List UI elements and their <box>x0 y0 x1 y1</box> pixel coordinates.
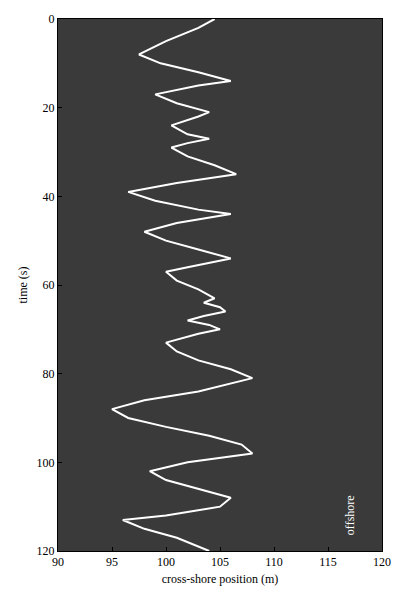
svg-text:100: 100 <box>37 456 55 470</box>
svg-text:cross-shore position (m): cross-shore position (m) <box>162 572 279 586</box>
svg-text:0: 0 <box>49 12 55 26</box>
svg-text:120: 120 <box>37 544 55 558</box>
svg-text:110: 110 <box>265 555 283 569</box>
svg-text:80: 80 <box>43 367 55 381</box>
svg-text:40: 40 <box>43 190 55 204</box>
svg-text:20: 20 <box>43 101 55 115</box>
svg-text:115: 115 <box>319 555 337 569</box>
svg-text:time (s): time (s) <box>16 267 30 304</box>
svg-text:100: 100 <box>157 555 175 569</box>
svg-text:offshore: offshore <box>343 495 357 535</box>
svg-text:120: 120 <box>373 555 391 569</box>
svg-text:90: 90 <box>52 555 64 569</box>
svg-text:60: 60 <box>43 278 55 292</box>
svg-text:105: 105 <box>211 555 229 569</box>
svg-text:95: 95 <box>106 555 118 569</box>
